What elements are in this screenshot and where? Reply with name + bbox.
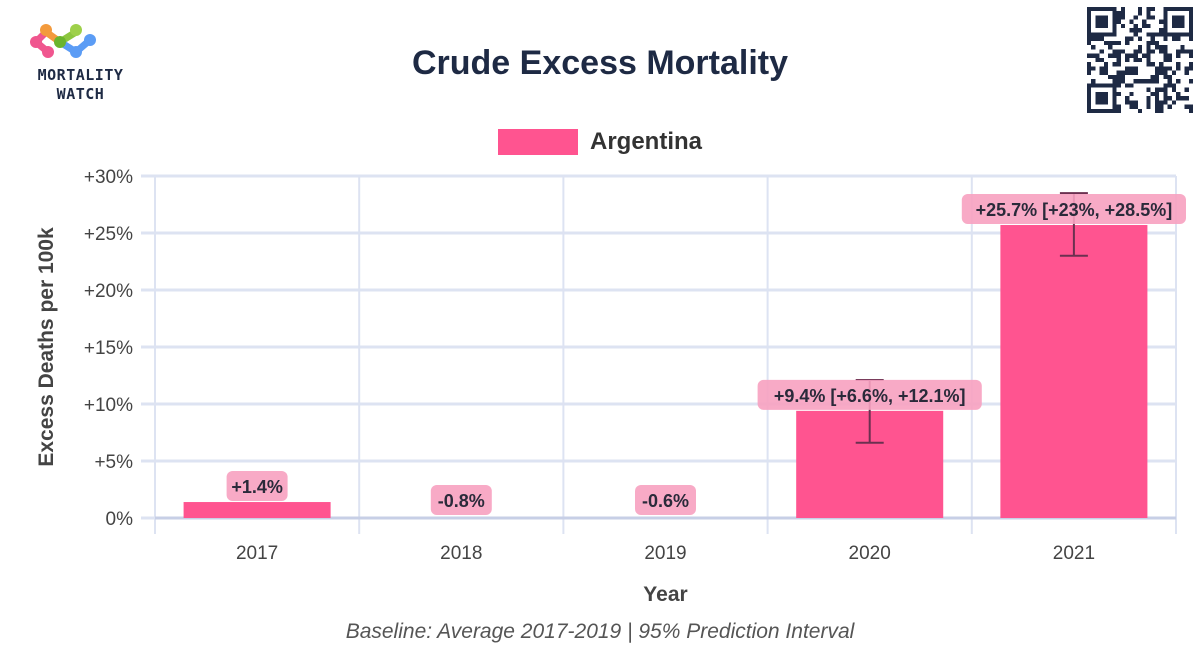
data-label: +1.4% [231, 477, 283, 497]
x-tick-label: 2018 [440, 543, 482, 564]
data-label-bg [757, 379, 982, 410]
x-tick-label: 2021 [1053, 543, 1095, 564]
x-tick-label: 2019 [644, 543, 686, 564]
logo-molecule-icon [30, 24, 96, 58]
chart-subtitle: Baseline: Average 2017-2019 | 95% Predic… [345, 620, 855, 643]
y-tick-label: +10% [84, 395, 133, 416]
data-label-bg [635, 485, 696, 515]
y-tick-label: +30% [84, 167, 133, 188]
legend-label[interactable]: Argentina [589, 128, 702, 155]
logo-line-1: MORTALITY [37, 66, 124, 84]
logo-line-2: WATCH [56, 85, 105, 103]
y-tick-label: +20% [84, 281, 133, 302]
legend-swatch[interactable] [497, 129, 578, 155]
data-label-bg [961, 194, 1186, 225]
x-tick-label: 2017 [236, 543, 278, 564]
bar [183, 502, 331, 518]
y-tick-label: +5% [94, 452, 133, 473]
data-label: -0.6% [642, 491, 689, 511]
y-tick-label: +25% [84, 224, 133, 245]
mortality-watch-logo: MORTALITY WATCH [18, 20, 143, 110]
logo-text: MORTALITY WATCH [18, 66, 143, 104]
bar [1000, 225, 1148, 518]
x-tick-label: 2020 [849, 543, 891, 564]
data-label: +25.7% [+23%, +28.5%] [976, 200, 1173, 220]
y-tick-label: +15% [84, 338, 133, 359]
y-axis-title: Excess Deaths per 100k [35, 227, 58, 467]
data-label-bg [226, 471, 288, 502]
qr-code-icon[interactable] [1087, 7, 1193, 113]
data-label: -0.8% [438, 491, 485, 511]
x-axis-title: Year [643, 583, 687, 606]
legend: Argentina [0, 128, 1200, 156]
data-label: +9.4% [+6.6%, +12.1%] [774, 386, 966, 406]
chart-title: Crude Excess Mortality [411, 44, 789, 82]
data-label-bg [430, 485, 492, 515]
y-tick-label: 0% [106, 509, 134, 530]
